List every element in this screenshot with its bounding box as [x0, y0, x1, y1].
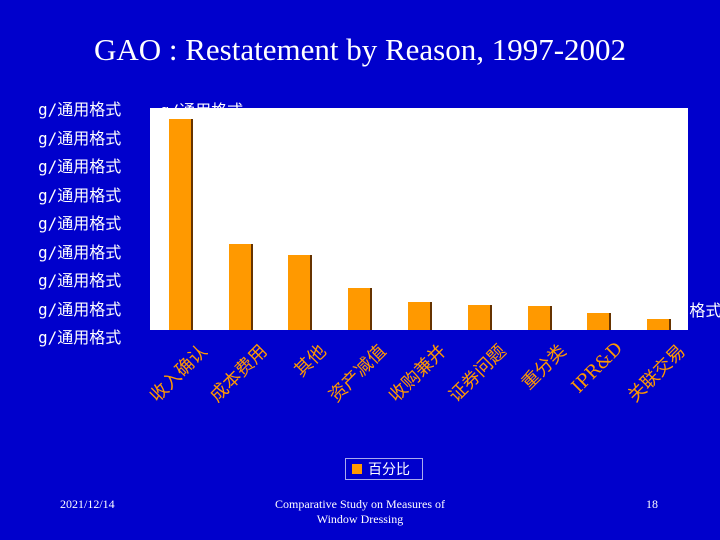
slide-title: GAO : Restatement by Reason, 1997-2002 — [93, 32, 627, 67]
data-label: g/通用格式 — [518, 288, 602, 308]
x-category-label: 收入确认 — [145, 340, 212, 407]
x-category-label: 资产减值 — [325, 340, 391, 407]
x-category-label: 重分类 — [517, 340, 571, 394]
x-category-label: 收购兼并 — [384, 340, 451, 407]
y-tick-label: g/通用格式 — [38, 271, 122, 290]
footer-center-line1: Comparative Study on Measures of — [275, 497, 445, 511]
x-category-label: IPR&D — [567, 338, 628, 398]
legend-label: 百分比 — [368, 462, 410, 478]
bar — [467, 305, 490, 330]
footer-center-line2: Window Dressing — [316, 512, 404, 526]
data-label: g/通用格式 — [279, 237, 363, 257]
bar — [587, 313, 610, 330]
data-label: g/通用格式 — [339, 270, 423, 290]
legend: 百分比 — [345, 458, 423, 480]
data-label: g/通用格式 — [219, 225, 303, 245]
y-tick-label: g/通用格式 — [38, 128, 122, 148]
x-category-label: 关联交易 — [624, 340, 690, 407]
legend-swatch — [352, 464, 362, 474]
y-tick-label: g/通用格式 — [38, 185, 122, 205]
x-category-label: 其他 — [290, 340, 332, 382]
y-tick-label: g/通用格式 — [38, 328, 122, 347]
bar — [228, 243, 251, 330]
bar — [408, 302, 430, 330]
footer-center: Comparative Study on Measures of Window … — [250, 497, 470, 527]
data-label: g/通用格式 — [159, 101, 244, 121]
x-category-label: 证券问题 — [444, 340, 511, 407]
y-tick-label: g/通用格式 — [38, 157, 122, 176]
x-category-label: 成本费用 — [205, 340, 272, 407]
y-tick-label: g/通用格式 — [38, 242, 122, 262]
bar — [527, 306, 550, 330]
data-label: g/通用格式 — [578, 295, 662, 315]
page-number: 18 — [646, 497, 658, 511]
y-tick-label: g/通用格式 — [38, 100, 122, 119]
data-label: g/通用格式 — [458, 287, 543, 307]
y-tick-label: g/通用格式 — [38, 214, 122, 233]
plot-area — [150, 108, 688, 330]
bar — [647, 318, 670, 330]
bar — [168, 119, 191, 330]
bar — [288, 255, 311, 330]
footer-date: 2021/12/14 — [60, 497, 115, 511]
y-tick-label: g/通用格式 — [38, 299, 122, 319]
bar — [348, 288, 371, 330]
data-label: g/通用格式 — [399, 284, 483, 304]
data-label: g/通用格式 — [638, 300, 720, 320]
